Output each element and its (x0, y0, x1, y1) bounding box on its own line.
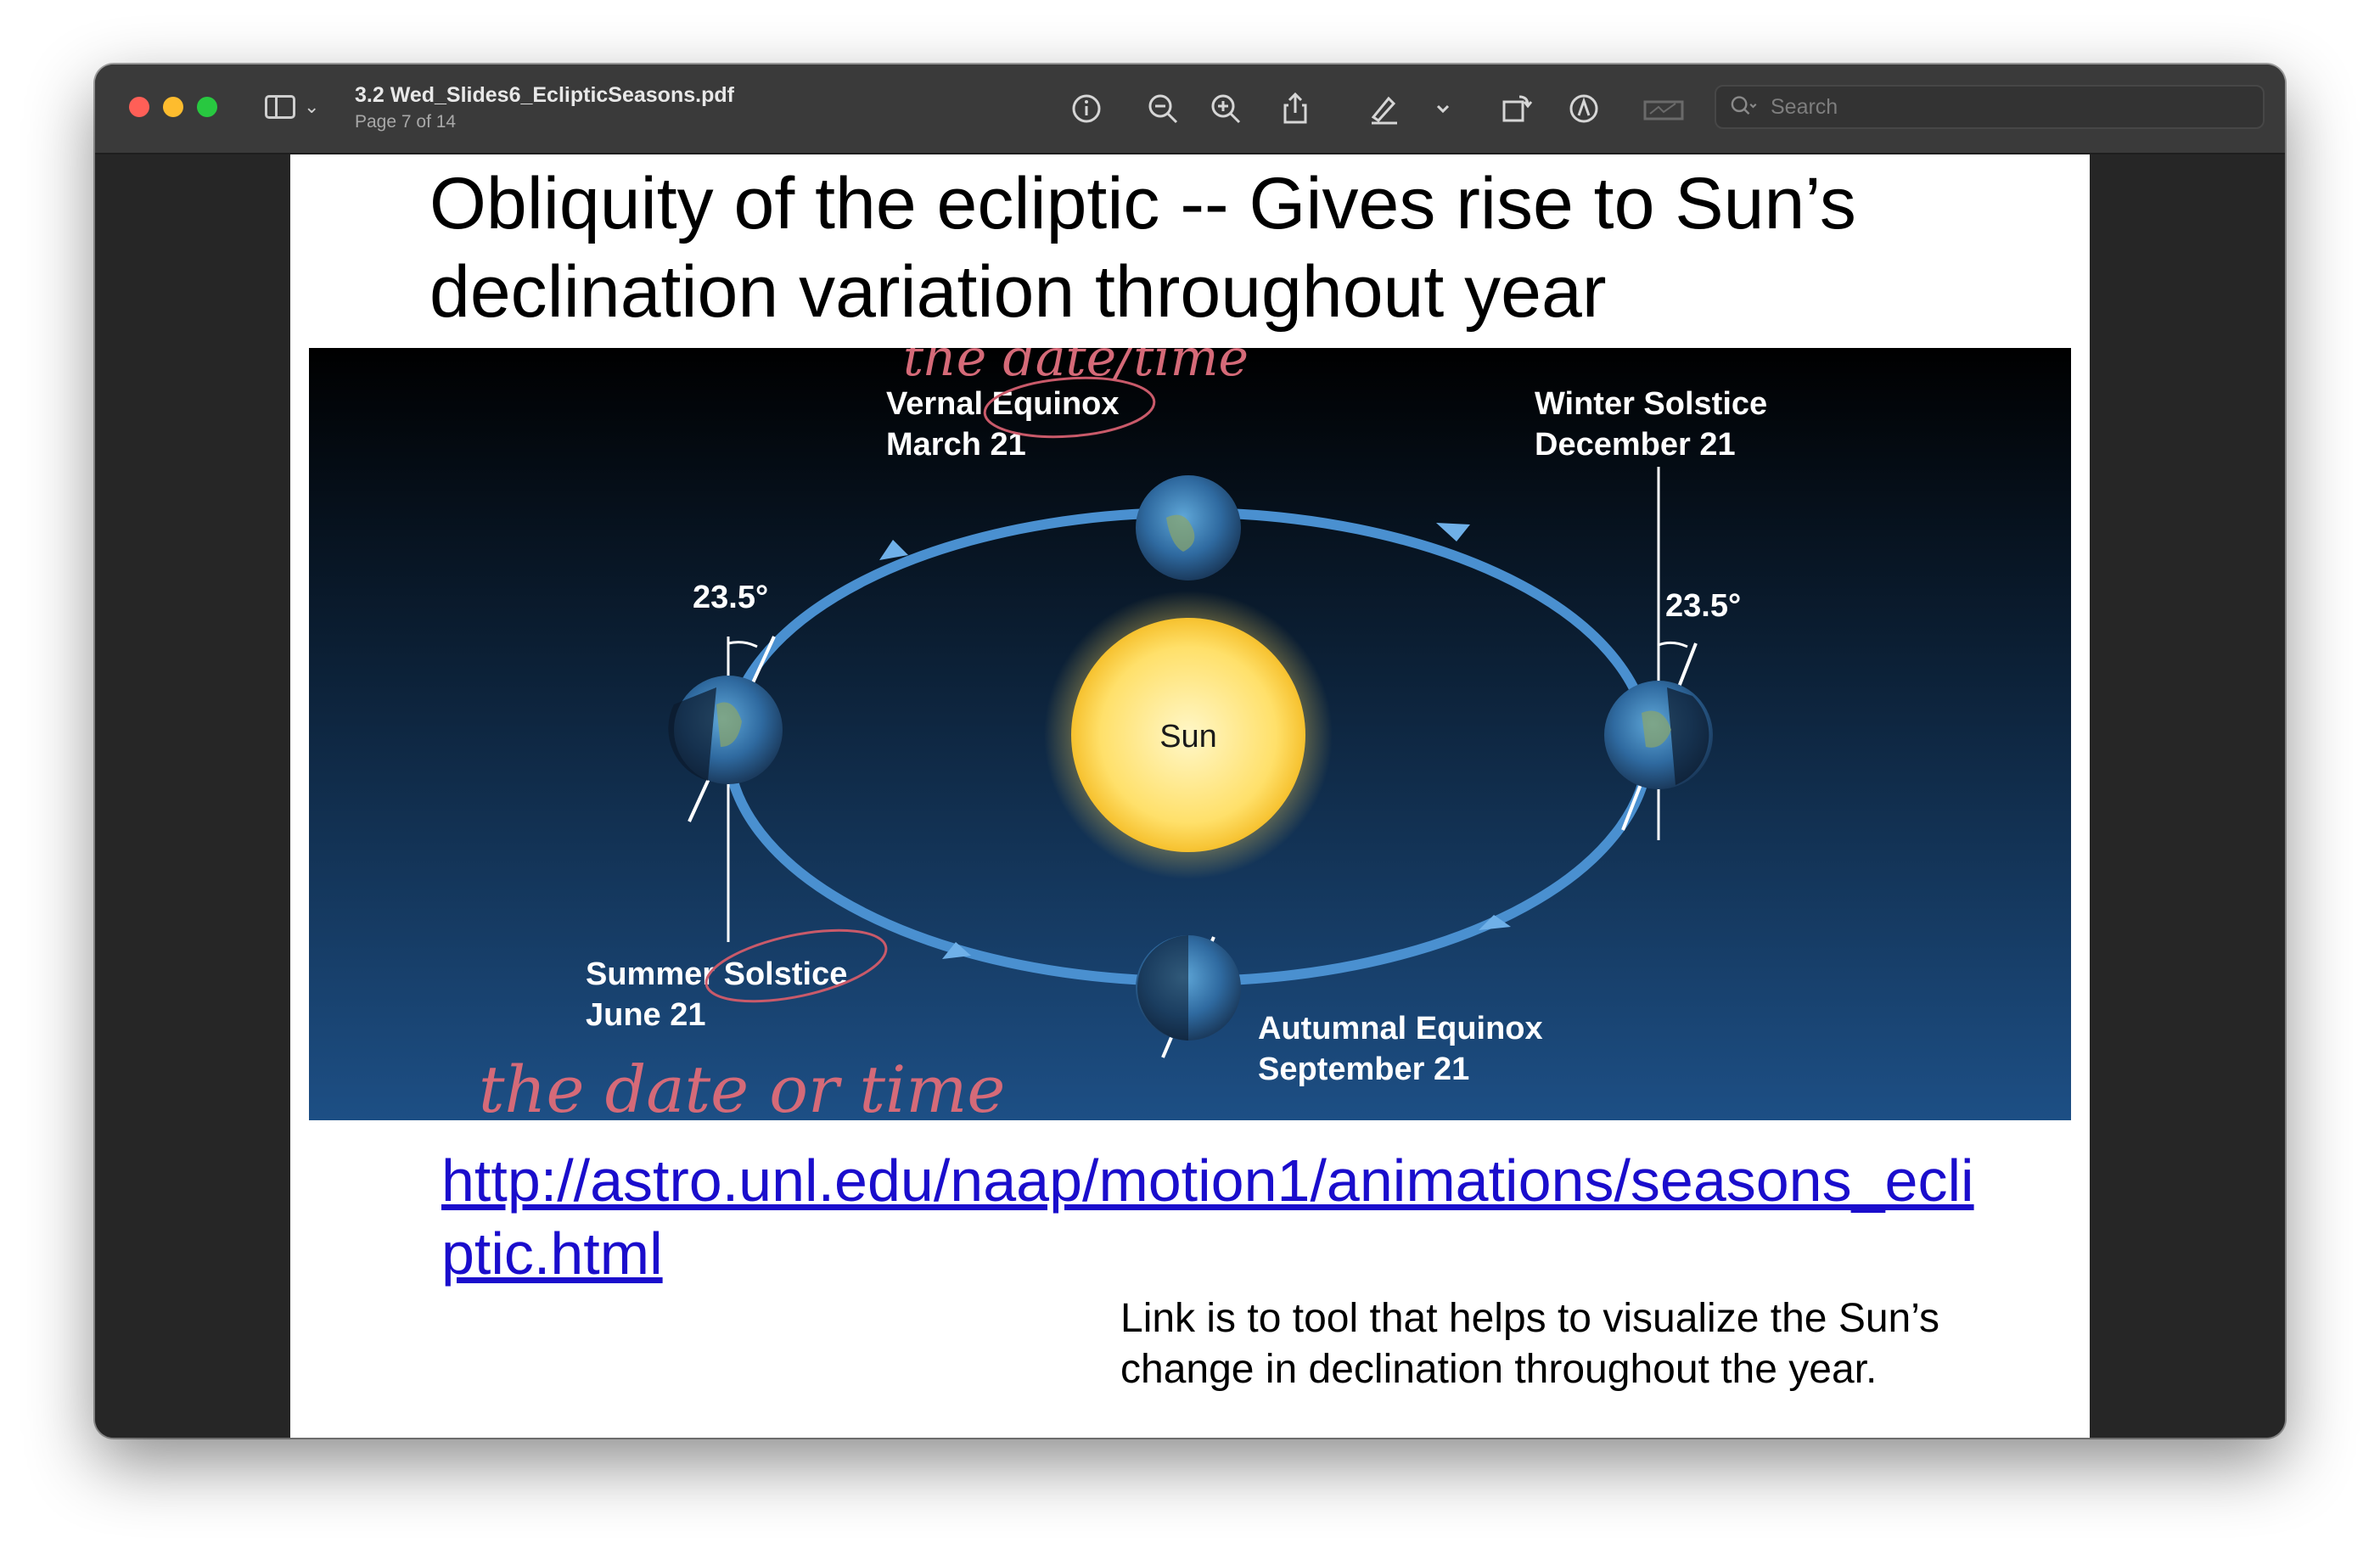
page-indicator: Page 7 of 14 (355, 112, 457, 132)
orbit-arrow (942, 942, 971, 959)
slide-caption: Link is to tool that helps to visualize … (1120, 1296, 1940, 1392)
search-input[interactable] (1769, 93, 2248, 121)
minimize-button[interactable] (163, 97, 183, 117)
share-icon[interactable] (1277, 90, 1314, 127)
autumnal-equinox-date: September 21 (1258, 1052, 1469, 1087)
tilt-label-right: 23.5° (1665, 588, 1741, 624)
orbit-arrow (1479, 915, 1511, 930)
autumnal-equinox-label: Autumnal Equinox (1258, 1011, 1543, 1046)
earth-summer (668, 636, 783, 942)
search-field[interactable] (1715, 85, 2265, 129)
markup-menu-chevron-icon[interactable] (1424, 90, 1462, 127)
ink-annotation-top: the date/time (903, 348, 1249, 388)
winter-solstice-label: Winter Solstice (1535, 386, 1767, 422)
document-viewport[interactable]: Obliquity of the ecliptic -- Gives rise … (95, 154, 2285, 1438)
pdf-page: Obliquity of the ecliptic -- Gives rise … (290, 154, 2090, 1438)
info-icon[interactable] (1068, 90, 1105, 127)
orbit-arrow (1436, 523, 1470, 541)
title-bar: ⌄ 3.2 Wed_Slides6_EclipticSeasons.pdf Pa… (95, 65, 2285, 154)
markup-icon[interactable] (1565, 90, 1603, 127)
tilt-label-left: 23.5° (693, 580, 768, 615)
document-title: 3.2 Wed_Slides6_EclipticSeasons.pdf (355, 83, 734, 107)
earth-autumnal (1136, 935, 1241, 1058)
ink-annotation-bottom: the date or time (479, 1052, 1005, 1120)
rotate-icon[interactable] (1497, 90, 1535, 127)
highlight-pen-icon[interactable] (1365, 90, 1402, 127)
slide-title: Obliquity of the ecliptic -- Gives rise … (429, 163, 1856, 333)
orbit-arrow (879, 540, 908, 560)
sun (1071, 618, 1305, 852)
zoom-out-icon[interactable] (1144, 90, 1182, 127)
sun-label: Sun (1159, 719, 1217, 754)
summer-solstice-label: Summer Solstice (586, 956, 847, 992)
seasons-diagram: Sun (309, 348, 2071, 1120)
preview-window: ⌄ 3.2 Wed_Slides6_EclipticSeasons.pdf Pa… (95, 65, 2285, 1438)
ink-circle-solstice (704, 928, 888, 1003)
search-icon (1731, 96, 1757, 115)
tilt-arc-right (1658, 641, 1688, 648)
zoom-button[interactable] (197, 97, 217, 117)
earth-winter (1604, 467, 1713, 840)
vernal-equinox-label: Vernal Equinox (886, 386, 1120, 422)
winter-solstice-date: December 21 (1535, 427, 1736, 463)
resource-link[interactable]: http://astro.unl.edu/naap/motion1/animat… (441, 1147, 1974, 1287)
vernal-equinox-date: March 21 (886, 427, 1026, 463)
sign-icon[interactable] (1638, 90, 1689, 127)
chevron-down-icon: ⌄ (304, 96, 320, 118)
summer-solstice-date: June 21 (586, 997, 706, 1033)
tilt-arc-left (727, 641, 758, 648)
close-button[interactable] (129, 97, 149, 117)
sidebar-icon (265, 95, 295, 119)
earth-vernal (1136, 475, 1241, 581)
sidebar-toggle-button[interactable]: ⌄ (265, 92, 319, 122)
ink-circle-equinox (983, 376, 1156, 439)
zoom-in-icon[interactable] (1207, 90, 1244, 127)
